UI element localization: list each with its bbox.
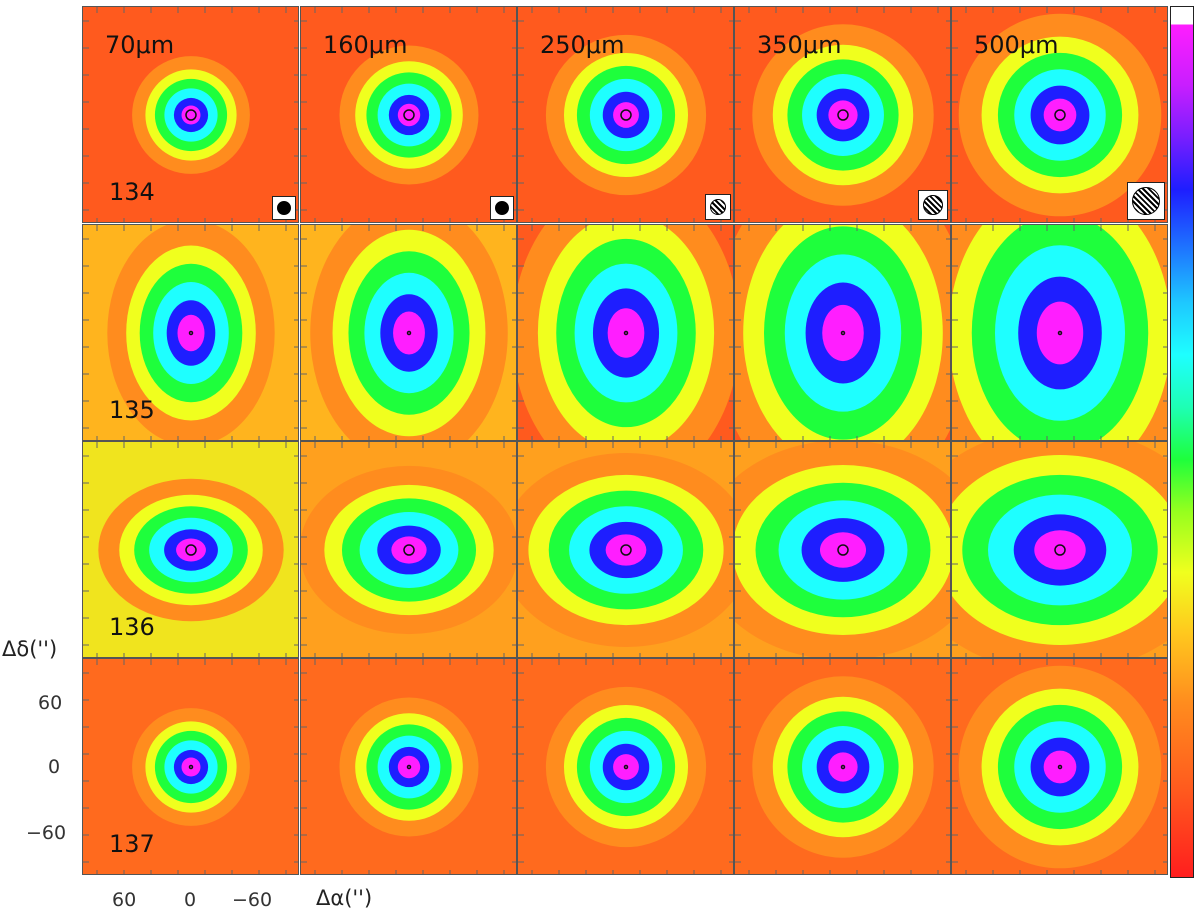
map-panel: [300, 658, 517, 875]
beam-size-icon: [272, 196, 296, 220]
map-panel: 70μm 134: [82, 6, 299, 223]
x-tick-label: 0: [184, 889, 197, 911]
map-panel: [734, 441, 951, 658]
x-tick-label: 60: [112, 889, 137, 911]
y-tick-label: −60: [26, 822, 67, 844]
map-panel: 160μm: [300, 6, 517, 223]
map-panel: [517, 658, 734, 875]
source-id-label: 136: [109, 613, 155, 641]
source-id-label: 135: [109, 396, 155, 424]
wavelength-label: 250μm: [540, 31, 625, 59]
y-axis-label: Δδ(''): [2, 637, 58, 661]
wavelength-label: 500μm: [974, 31, 1059, 59]
map-panel: 137: [82, 658, 299, 875]
map-panel: [951, 441, 1168, 658]
x-axis-label: Δα(''): [316, 886, 373, 910]
map-panel: 250μm: [517, 6, 734, 223]
map-panel: 350μm: [734, 6, 951, 223]
map-panel: 135: [82, 224, 299, 441]
source-id-label: 137: [109, 830, 155, 858]
colorbar: [1170, 6, 1194, 878]
y-tick-label: 60: [38, 692, 63, 714]
map-panel: [300, 441, 517, 658]
y-tick-label: 0: [48, 756, 61, 778]
map-panel: [734, 658, 951, 875]
source-id-label: 134: [109, 178, 155, 206]
beam-size-icon: [918, 190, 948, 220]
beam-size-icon: [1127, 182, 1165, 220]
wavelength-label: 70μm: [105, 31, 175, 59]
map-panel: [734, 224, 951, 441]
map-panel: [300, 224, 517, 441]
beam-size-icon: [490, 196, 514, 220]
wavelength-label: 160μm: [323, 31, 408, 59]
map-panel: [951, 224, 1168, 441]
x-tick-label: −60: [232, 889, 273, 911]
map-panel: 500μm: [951, 6, 1168, 223]
image-grid: 70μm 134 160μm 250μm 350μm 500μm 135 136 137: [82, 6, 1170, 878]
map-panel: [517, 224, 734, 441]
wavelength-label: 350μm: [757, 31, 842, 59]
map-panel: [517, 441, 734, 658]
map-panel: 136: [82, 441, 299, 658]
beam-size-icon: [705, 194, 731, 220]
map-panel: [951, 658, 1168, 875]
